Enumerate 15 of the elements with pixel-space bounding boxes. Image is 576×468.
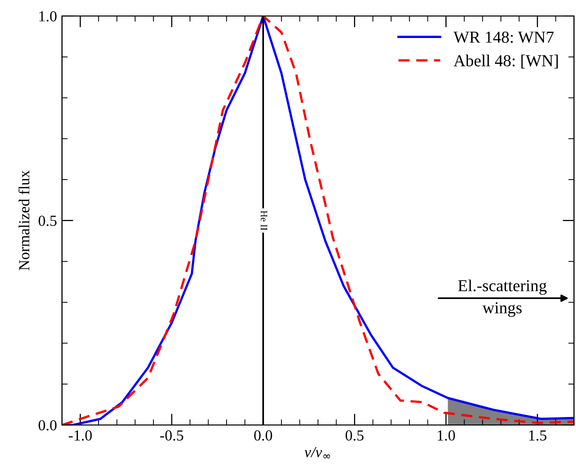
y-axis-title: Normalized flux [18, 170, 30, 270]
x-tick-label: 1.5 [529, 430, 546, 441]
legend-label: WR 148: WN7 [453, 32, 554, 43]
legend-label: Abell 48: [WN] [454, 54, 558, 68]
x-tick-label: 0.5 [346, 430, 364, 441]
x-tick-label: 1.0 [438, 430, 455, 441]
x-tick-label: 0.0 [254, 430, 272, 441]
y-tick-label: 1.0 [39, 11, 57, 22]
annotation: El.-scattering wings [458, 280, 547, 317]
x-tick-label: -1.0 [68, 430, 92, 441]
y-tick-label: 0.5 [38, 216, 57, 226]
x-tick-label: -0.5 [160, 430, 184, 441]
x-axis-title: v/v$_{∞}$ [304, 447, 330, 458]
ref-line-label: He II [260, 210, 268, 230]
y-tick-label: 0.0 [38, 420, 57, 431]
